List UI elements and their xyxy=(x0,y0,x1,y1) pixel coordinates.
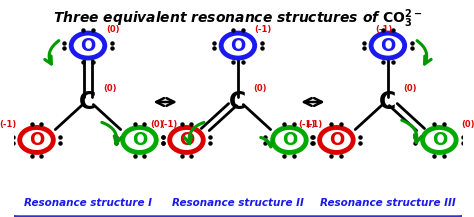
Text: (-1): (-1) xyxy=(160,120,177,129)
Text: C: C xyxy=(379,90,397,114)
Ellipse shape xyxy=(318,126,356,154)
Ellipse shape xyxy=(319,127,353,152)
Ellipse shape xyxy=(20,127,53,152)
Text: O: O xyxy=(230,37,246,54)
Ellipse shape xyxy=(270,126,309,154)
Text: O: O xyxy=(29,131,44,149)
Text: Resonance structure III: Resonance structure III xyxy=(320,198,456,208)
Text: C: C xyxy=(229,90,246,114)
Text: O: O xyxy=(329,131,344,149)
Text: (-1): (-1) xyxy=(299,120,316,129)
Ellipse shape xyxy=(423,127,456,152)
Text: O: O xyxy=(179,131,194,149)
Ellipse shape xyxy=(219,32,257,59)
Text: (0): (0) xyxy=(462,120,474,129)
Ellipse shape xyxy=(273,127,306,152)
Text: (0): (0) xyxy=(104,84,117,93)
Text: (0): (0) xyxy=(151,120,164,129)
Text: (-1): (-1) xyxy=(305,120,323,129)
Ellipse shape xyxy=(69,32,107,59)
Ellipse shape xyxy=(221,33,255,58)
Text: (0): (0) xyxy=(403,84,417,93)
Ellipse shape xyxy=(170,127,203,152)
Ellipse shape xyxy=(420,126,458,154)
Text: O: O xyxy=(132,131,147,149)
Text: (0): (0) xyxy=(106,25,119,34)
FancyBboxPatch shape xyxy=(5,0,471,217)
Ellipse shape xyxy=(167,126,206,154)
Text: O: O xyxy=(81,37,96,54)
Text: O: O xyxy=(380,37,395,54)
Text: Three equivalent resonance structures of $\mathbf{CO_3^{2-}}$: Three equivalent resonance structures of… xyxy=(53,8,423,30)
Text: (-1): (-1) xyxy=(254,25,271,34)
Text: Resonance structure II: Resonance structure II xyxy=(172,198,304,208)
Text: (0): (0) xyxy=(254,84,267,93)
Ellipse shape xyxy=(71,33,105,58)
Ellipse shape xyxy=(371,33,405,58)
Text: Resonance structure I: Resonance structure I xyxy=(24,198,152,208)
Ellipse shape xyxy=(120,126,158,154)
Ellipse shape xyxy=(18,126,55,154)
Text: O: O xyxy=(432,131,447,149)
Ellipse shape xyxy=(123,127,156,152)
Text: (-1): (-1) xyxy=(0,120,16,129)
Text: O: O xyxy=(282,131,297,149)
Ellipse shape xyxy=(369,32,407,59)
Text: (-1): (-1) xyxy=(375,25,392,34)
Text: C: C xyxy=(79,90,97,114)
